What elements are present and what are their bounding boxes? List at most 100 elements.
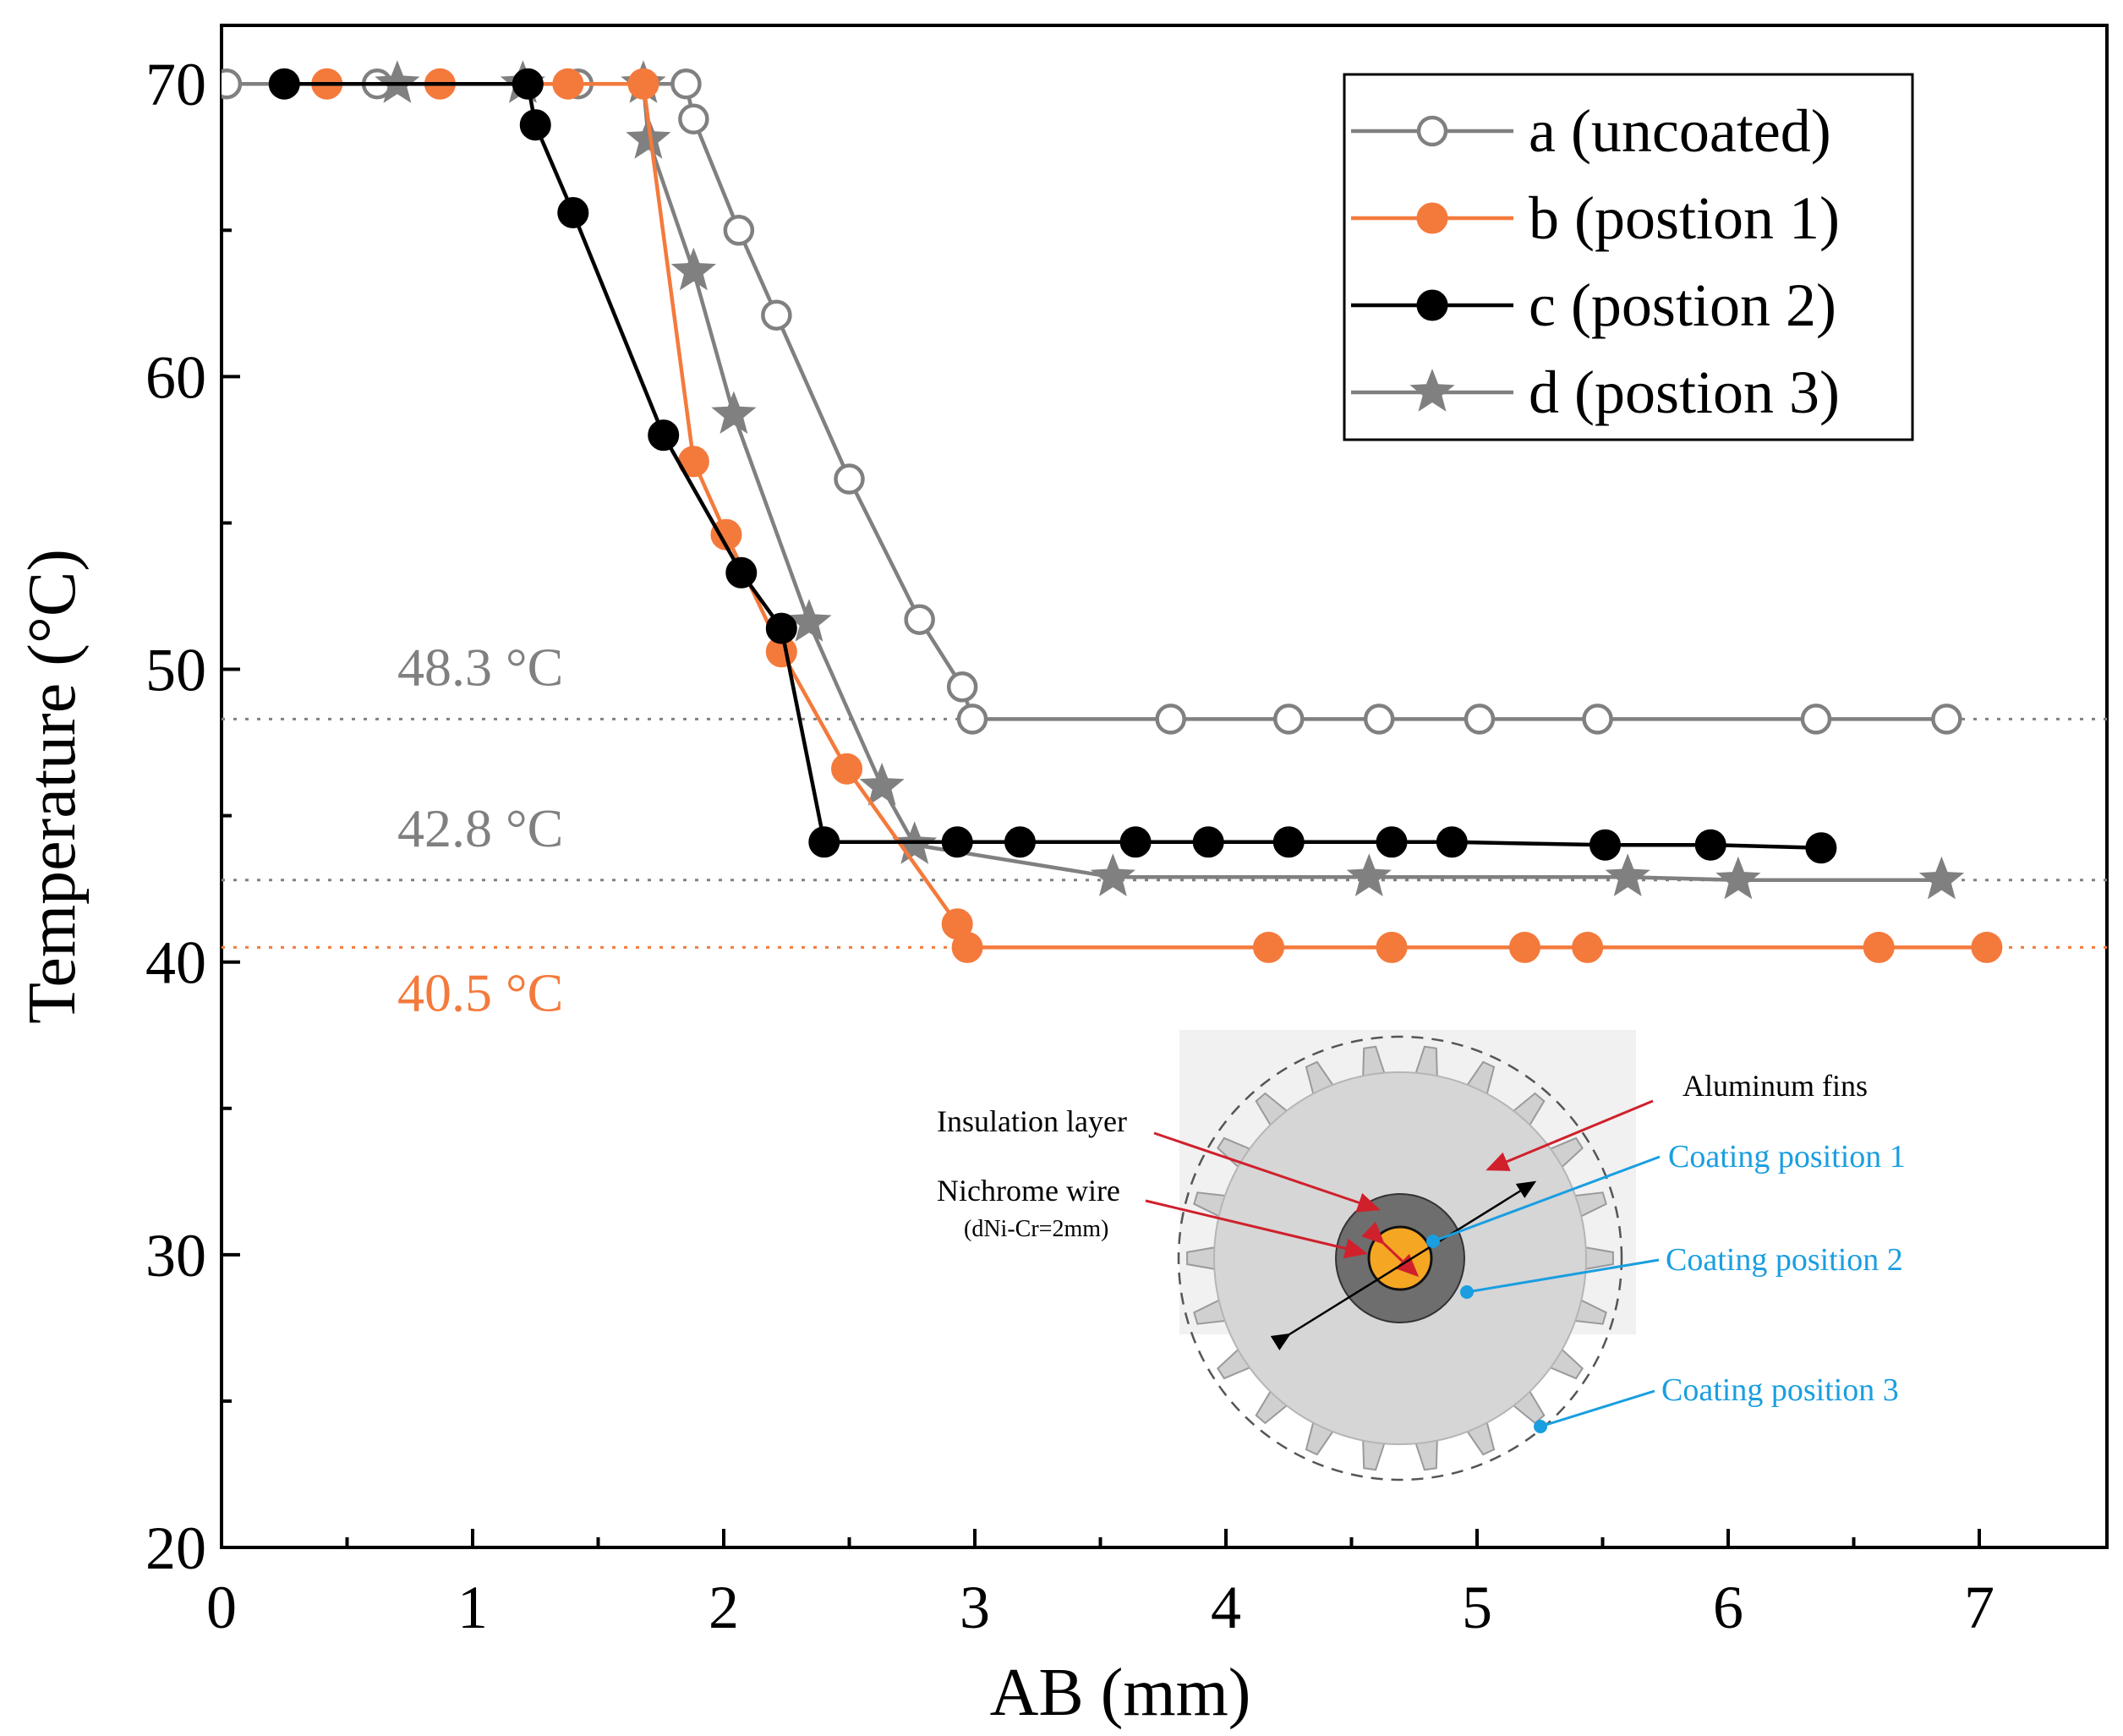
data-point <box>951 931 983 963</box>
x-tick-label: 1 <box>457 1574 488 1641</box>
reference-label: 42.8 °C <box>397 798 563 858</box>
coating-position-1-label: Coating position 1 <box>1668 1139 1906 1175</box>
data-point <box>956 704 988 735</box>
plot-frame <box>220 24 2109 1549</box>
nichrome-pointer <box>1145 1199 1368 1259</box>
data-point <box>1931 704 1962 735</box>
data-point <box>222 68 243 100</box>
data-point <box>519 109 551 141</box>
x-axis-title: AB (mm) <box>990 1656 1251 1730</box>
insulation-label: Insulation layer <box>937 1104 1127 1138</box>
fins-pointer <box>1486 1099 1654 1171</box>
data-point <box>1376 826 1408 858</box>
legend-label: c (postion 2) <box>1529 271 1836 339</box>
axis-ticks: 0 1 2 3 4 5 6 7 20 30 40 50 60 70 <box>145 51 1994 1641</box>
legend-marker <box>1416 289 1448 321</box>
outer-dashed-circle <box>1177 1035 1623 1481</box>
data-point <box>1589 829 1621 861</box>
y-tick-label: 30 <box>145 1222 206 1290</box>
y-tick-label: 20 <box>145 1514 206 1582</box>
data-point <box>1863 931 1895 963</box>
x-tick-label: 2 <box>709 1574 739 1641</box>
data-point <box>268 68 300 100</box>
data-point <box>648 419 680 452</box>
data-point <box>557 197 589 229</box>
data-point <box>1464 704 1496 735</box>
data-point <box>711 391 757 434</box>
data-point <box>1971 931 2003 963</box>
data-point <box>834 463 865 495</box>
x-tick-label: 0 <box>206 1574 237 1641</box>
coating-pointer-2 <box>1466 1258 1660 1294</box>
y-tick-label: 60 <box>145 343 206 411</box>
data-point <box>941 826 973 858</box>
data-point <box>1605 853 1650 896</box>
series-layer <box>222 60 2003 963</box>
data-point <box>1155 704 1186 735</box>
legend-label: a (uncoated) <box>1529 97 1831 165</box>
coating-position-2-label: Coating position 2 <box>1666 1242 1903 1278</box>
data-point <box>1004 826 1036 858</box>
data-point <box>808 826 840 858</box>
data-point <box>670 68 702 100</box>
data-point <box>1694 829 1726 861</box>
coating-dot-2 <box>1460 1285 1474 1299</box>
data-point <box>1582 704 1613 735</box>
data-point <box>1805 832 1837 864</box>
data-point <box>1918 856 1965 900</box>
series-line <box>326 81 1987 950</box>
fins-label: Aluminum fins <box>1683 1069 1868 1103</box>
data-point <box>1090 853 1135 896</box>
data-point <box>552 68 584 100</box>
insulation-pointer <box>1153 1131 1381 1213</box>
data-point <box>1508 931 1540 963</box>
data-point <box>1436 826 1468 858</box>
data-point <box>512 68 544 100</box>
series-c <box>268 68 1837 864</box>
data-point <box>626 116 671 159</box>
y-tick-label: 50 <box>145 637 206 704</box>
data-point <box>1272 826 1305 858</box>
x-tick-label: 6 <box>1713 1574 1743 1641</box>
series-b <box>311 68 2003 963</box>
data-point <box>1252 931 1284 963</box>
data-point <box>831 753 863 785</box>
data-point <box>1192 826 1224 858</box>
x-tick-label: 4 <box>1211 1574 1241 1641</box>
x-tick-label: 5 <box>1462 1574 1492 1641</box>
data-point <box>723 215 755 246</box>
data-point <box>761 299 792 331</box>
legend: a (uncoated) b (postion 1) c (postion 2) d … <box>1343 73 1914 441</box>
data-point <box>375 60 420 103</box>
data-point <box>627 68 659 100</box>
data-point <box>1376 931 1408 963</box>
data-point <box>946 671 978 703</box>
data-point <box>1119 826 1152 858</box>
x-tick-label: 3 <box>960 1574 990 1641</box>
y-axis-title: Temperature (°C) <box>15 549 90 1024</box>
reference-label: 48.3 °C <box>397 637 563 697</box>
data-point <box>670 247 716 291</box>
coating-position-3-label: Coating position 3 <box>1661 1372 1899 1408</box>
data-point <box>1715 856 1761 900</box>
y-tick-label: 70 <box>145 51 206 118</box>
data-point <box>1363 704 1395 735</box>
data-point <box>1572 931 1604 963</box>
data-point <box>1273 704 1305 735</box>
coating-pointer-1 <box>1432 1155 1661 1243</box>
data-point <box>678 103 709 135</box>
legend-marker <box>1416 115 1448 147</box>
data-point <box>904 604 935 635</box>
legend-marker <box>1416 202 1448 234</box>
coating-dot-3 <box>1534 1420 1547 1433</box>
data-point <box>1346 853 1392 896</box>
legend-label: b (postion 1) <box>1529 184 1840 252</box>
data-point <box>786 599 832 642</box>
series-line <box>284 81 1821 850</box>
data-point <box>1800 704 1832 735</box>
series-line <box>226 81 1947 721</box>
cross-section-inset: Insulation layer Nichrome wire (dNi-Cr=2… <box>937 1030 1906 1481</box>
diameter-label: (dNi-Cr=2mm) <box>964 1216 1108 1242</box>
data-point <box>765 612 797 644</box>
